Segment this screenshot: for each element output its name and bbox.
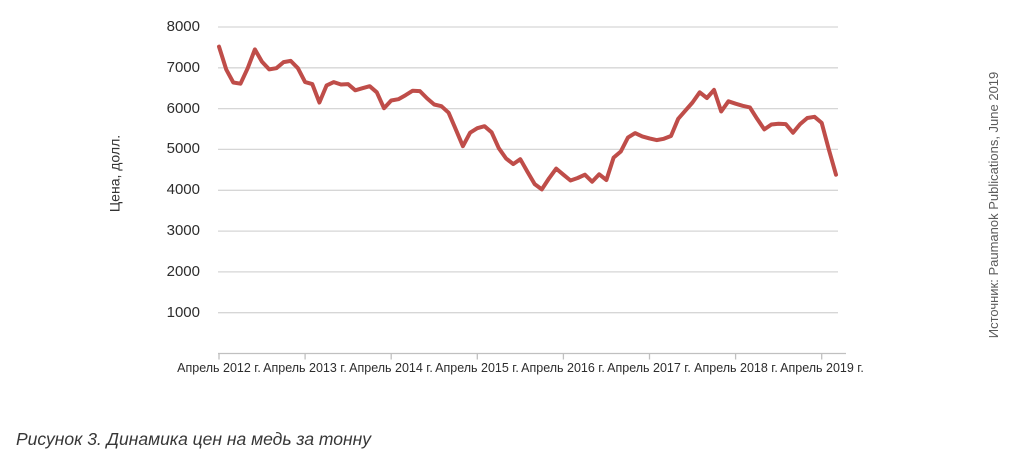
y-tick-label: 6000: [166, 100, 200, 117]
source-note: Источник: Paumanok Publications, June 20…: [986, 71, 1001, 339]
x-tick-label: Апрель 2012 г.: [177, 361, 261, 375]
x-tick-label: Апрель 2015 г.: [435, 361, 519, 375]
figure-caption: Рисунок 3. Динамика цен на медь за тонну: [16, 429, 372, 449]
y-tick-label: 5000: [166, 140, 200, 157]
y-tick-label: 2000: [166, 263, 200, 280]
x-tick-label: Апрель 2019 г.: [780, 361, 864, 375]
x-tick-label: Апрель 2018 г.: [694, 361, 778, 375]
x-axis: [218, 352, 846, 360]
y-axis-title: Цена, долл.: [106, 134, 123, 213]
y-tick-label: 3000: [166, 222, 200, 239]
y-tick-label: 4000: [166, 181, 200, 198]
y-tick-label: 7000: [166, 59, 200, 76]
copper-price-line: [217, 44, 838, 192]
x-tick-label: Апрель 2016 г.: [521, 361, 605, 375]
x-tick-label: Апрель 2017 г.: [607, 361, 691, 375]
x-tick-label: Апрель 2014 г.: [349, 361, 433, 375]
y-tick-label: 1000: [166, 304, 200, 321]
gridlines: [218, 26, 838, 314]
x-tick-label: Апрель 2013 г.: [263, 361, 347, 375]
y-tick-label: 8000: [166, 18, 200, 35]
